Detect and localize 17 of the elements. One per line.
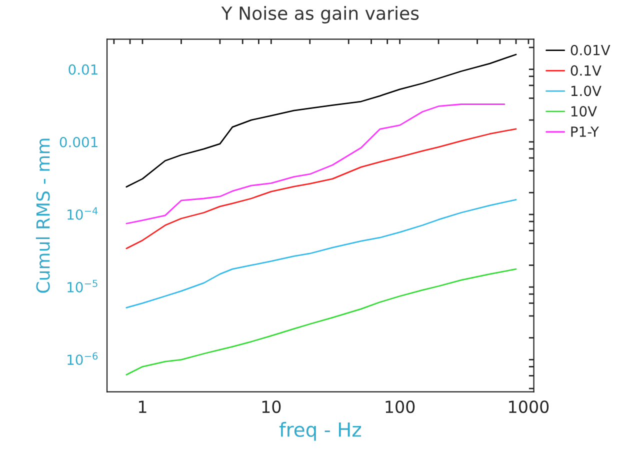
legend-label: 1.0V	[571, 86, 602, 96]
y-tick-label: 10$^{−6}$	[68, 352, 98, 366]
x-tick-label: 1	[139, 400, 146, 413]
x-tick-label: 100	[386, 400, 415, 414]
y-tick-label: 0.001	[60, 136, 98, 148]
y-tick-label: 0.01	[68, 64, 98, 75]
x-axis-title: freq - Hz	[279, 422, 362, 441]
legend-label: 0.01V	[570, 44, 610, 56]
y-tick-label: 10$^{−4}$	[68, 207, 98, 220]
x-tick-label: 1000	[509, 400, 549, 414]
x-tick-label: 10	[262, 400, 281, 414]
legend-label: P1-Y	[571, 126, 600, 137]
y-axis-title: Cumul RMS - mm	[36, 138, 50, 293]
legend-label: 0.1V	[570, 65, 602, 76]
y-tick-label: 10$^{−5}$	[68, 280, 98, 292]
legend-label: 10V	[571, 106, 597, 117]
chart-title: Y Noise as gain varies	[221, 6, 419, 24]
